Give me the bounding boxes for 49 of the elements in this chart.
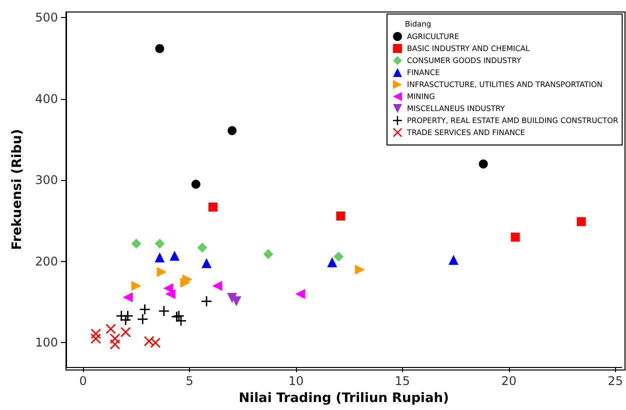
- point: [202, 296, 212, 306]
- point: [191, 180, 200, 189]
- y-tick-label: 400: [35, 92, 58, 106]
- point: [228, 126, 237, 136]
- point: [354, 264, 365, 275]
- x-tick-label: 15: [394, 374, 410, 388]
- x-tick-label: 0: [79, 374, 87, 388]
- x-tick-label: 20: [501, 374, 517, 388]
- point: [154, 252, 165, 262]
- x-tick-label: 10: [288, 374, 304, 388]
- point: [212, 280, 222, 291]
- point: [202, 258, 212, 268]
- point: [122, 292, 133, 302]
- point: [576, 217, 586, 226]
- point: [263, 249, 274, 260]
- point: [158, 306, 169, 316]
- point: [334, 252, 344, 262]
- y-tick-label: 100: [35, 336, 58, 350]
- point: [295, 288, 306, 299]
- point: [208, 202, 218, 212]
- y-tick-label: 300: [35, 173, 58, 188]
- point: [170, 250, 180, 261]
- point: [131, 280, 142, 291]
- x-axis-title: Nilai Trading (Triliun Rupiah): [238, 391, 449, 406]
- point: [176, 316, 186, 326]
- point: [138, 314, 148, 324]
- point: [110, 339, 120, 350]
- point: [156, 267, 167, 278]
- point: [165, 288, 176, 299]
- y-axis-title: Frekuensi (Ribu): [10, 129, 26, 250]
- point: [510, 232, 520, 242]
- point: [120, 314, 131, 325]
- point: [131, 238, 142, 249]
- point: [154, 238, 165, 249]
- point: [140, 304, 150, 314]
- point: [106, 324, 116, 334]
- point: [197, 242, 208, 253]
- point: [150, 338, 160, 348]
- point: [155, 44, 164, 54]
- point: [327, 257, 338, 268]
- y-tick-label: 200: [35, 254, 58, 268]
- point: [120, 327, 131, 338]
- x-tick-label: 25: [608, 374, 624, 388]
- point: [448, 254, 459, 265]
- point: [478, 159, 488, 168]
- y-tick-label: 500: [35, 10, 58, 25]
- point: [90, 334, 101, 344]
- point: [336, 211, 346, 220]
- x-tick-label: 5: [186, 374, 194, 388]
